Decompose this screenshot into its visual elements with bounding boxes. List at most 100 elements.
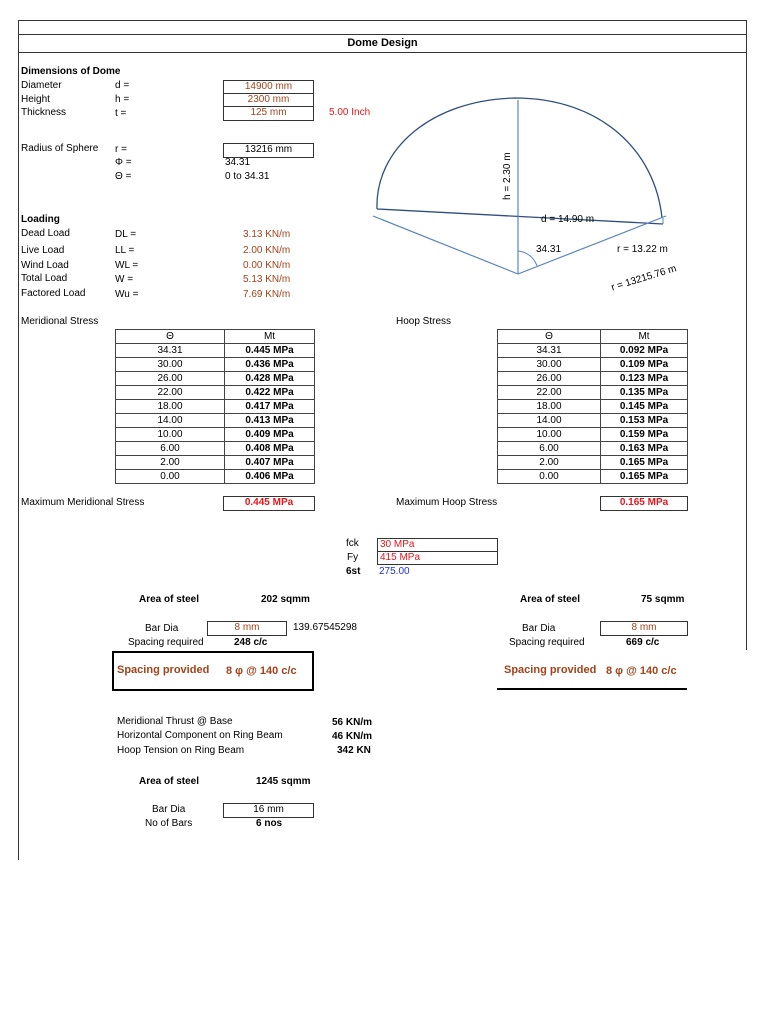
right-spacing-provided-value: 8 φ @ 140 c/c xyxy=(606,665,677,677)
mt-cell: 0.163 MPa xyxy=(600,441,688,456)
dimensions-heading: Dimensions of Dome xyxy=(21,66,121,77)
mt-cell: 0.165 MPa xyxy=(600,469,688,484)
fy-input[interactable]: 415 MPa xyxy=(377,551,498,565)
frame-right xyxy=(746,20,747,650)
mt-cell: 0.408 MPa xyxy=(224,441,315,456)
factored-load-symbol: Wu = xyxy=(115,289,139,300)
mt-cell: 0.159 MPa xyxy=(600,427,688,442)
frame-top xyxy=(18,20,747,21)
theta-cell: 6.00 xyxy=(497,441,601,456)
table-header: Θ Mt xyxy=(497,329,688,344)
theta-cell: 26.00 xyxy=(115,371,225,386)
left-area-value: 202 sqmm xyxy=(261,594,310,605)
angle-label: 34.31 xyxy=(536,244,562,255)
height-symbol: h = xyxy=(115,94,130,105)
radius-value: 13216 mm xyxy=(223,143,314,158)
wind-load-label: Wind Load xyxy=(21,260,69,271)
mt-cell: 0.417 MPa xyxy=(224,399,315,414)
diameter-symbol: d = xyxy=(115,80,130,91)
left-aux-value: 139.67545298 xyxy=(293,622,357,633)
dead-load-symbol: DL = xyxy=(115,229,137,240)
radius-line-right xyxy=(517,215,667,275)
fy-label: Fy xyxy=(347,552,359,563)
table-row: 22.00 0.135 MPa xyxy=(497,385,688,400)
theta-cell: 26.00 xyxy=(497,371,601,386)
left-bar-dia-input[interactable]: 8 mm xyxy=(207,621,287,636)
live-load-symbol: LL = xyxy=(115,245,135,256)
theta-cell: 34.31 xyxy=(115,343,225,358)
max-hoop-label: Maximum Hoop Stress xyxy=(396,497,498,508)
table-row: 2.00 0.165 MPa xyxy=(497,455,688,470)
thrust-label: Meridional Thrust @ Base xyxy=(117,716,233,727)
radius-label: Radius of Sphere xyxy=(21,143,99,154)
phi-value: 34.31 xyxy=(225,157,251,168)
mt-cell: 0.428 MPa xyxy=(224,371,315,386)
theta-cell: 14.00 xyxy=(497,413,601,428)
meridional-heading: Meridional Stress xyxy=(21,316,99,327)
radius-dimension-label: r = 13.22 m xyxy=(617,244,668,255)
table-header: Θ Mt xyxy=(115,329,315,344)
thickness-input[interactable]: 125 mm xyxy=(223,106,314,121)
angle-arc xyxy=(517,250,538,267)
left-spacing-required-value: 248 c/c xyxy=(234,637,268,648)
table-row: 30.00 0.109 MPa xyxy=(497,357,688,372)
max-meridional-label: Maximum Meridional Stress xyxy=(21,497,145,508)
max-meridional-value: 0.445 MPa xyxy=(223,496,315,511)
fck-input[interactable]: 30 MPa xyxy=(377,538,498,552)
dead-load-value: 3.13 KN/m xyxy=(243,229,291,240)
theta-cell: 10.00 xyxy=(497,427,601,442)
right-bar-dia-input[interactable]: 8 mm xyxy=(600,621,688,636)
theta-cell: 0.00 xyxy=(497,469,601,484)
ring-bar-dia-input[interactable]: 16 mm xyxy=(223,803,314,818)
theta-cell: 30.00 xyxy=(115,357,225,372)
mt-cell: 0.092 MPa xyxy=(600,343,688,358)
theta-cell: 10.00 xyxy=(115,427,225,442)
mt-cell: 0.123 MPa xyxy=(600,371,688,386)
mt-cell: 0.406 MPa xyxy=(224,469,315,484)
table-row: 14.00 0.413 MPa xyxy=(115,413,315,428)
page-title: Dome Design xyxy=(347,37,418,49)
ring-area-value: 1245 sqmm xyxy=(256,776,311,787)
ring-bar-dia-label: Bar Dia xyxy=(152,804,186,815)
radius-line-left xyxy=(372,215,519,275)
dome-arc xyxy=(376,97,663,219)
table-row: 26.00 0.123 MPa xyxy=(497,371,688,386)
phi-symbol: Φ = xyxy=(115,157,132,168)
mt-cell: 0.109 MPa xyxy=(600,357,688,372)
no-of-bars-label: No of Bars xyxy=(145,818,193,829)
theta-symbol: Θ = xyxy=(115,171,132,182)
table-row: 30.00 0.436 MPa xyxy=(115,357,315,372)
left-spacing-required-label: Spacing required xyxy=(128,637,204,648)
right-area-value: 75 sqmm xyxy=(641,594,685,605)
mt-cell: 0.413 MPa xyxy=(224,413,315,428)
frame-left xyxy=(18,20,19,860)
table-row: 2.00 0.407 MPa xyxy=(115,455,315,470)
live-load-label: Live Load xyxy=(21,245,65,256)
table-row: 34.31 0.445 MPa xyxy=(115,343,315,358)
theta-cell: 2.00 xyxy=(497,455,601,470)
mt-cell: 0.422 MPa xyxy=(224,385,315,400)
height-label: Height xyxy=(21,94,50,105)
hoop-table: Θ Mt 34.31 0.092 MPa 30.00 0.109 MPa 26.00 0… xyxy=(497,329,688,484)
table-row: 6.00 0.408 MPa xyxy=(115,441,315,456)
horizontal-component-value: 46 KN/m xyxy=(332,731,373,742)
left-spacing-provided-box xyxy=(112,651,314,691)
hoop-tension-label: Hoop Tension on Ring Beam xyxy=(117,745,245,756)
theta-cell: 22.00 xyxy=(497,385,601,400)
left-spacing-provided-label: Spacing provided xyxy=(117,664,210,676)
wind-load-symbol: WL = xyxy=(115,260,139,271)
meridional-table: Θ Mt 34.31 0.445 MPa 30.00 0.436 MPa 26.00 0… xyxy=(115,329,315,484)
thrust-value: 56 KN/m xyxy=(332,717,373,728)
mt-cell: 0.135 MPa xyxy=(600,385,688,400)
mt-header: Mt xyxy=(224,329,315,344)
table-row: 10.00 0.159 MPa xyxy=(497,427,688,442)
thickness-label: Thickness xyxy=(21,107,67,118)
theta-cell: 22.00 xyxy=(115,385,225,400)
right-spacing-underline xyxy=(497,688,687,690)
thickness-inch: 5.00 Inch xyxy=(329,107,371,118)
diameter-label: Diameter xyxy=(21,80,62,91)
radius-symbol: r = xyxy=(115,144,127,155)
right-spacing-required-label: Spacing required xyxy=(509,637,585,648)
mt-cell: 0.153 MPa xyxy=(600,413,688,428)
